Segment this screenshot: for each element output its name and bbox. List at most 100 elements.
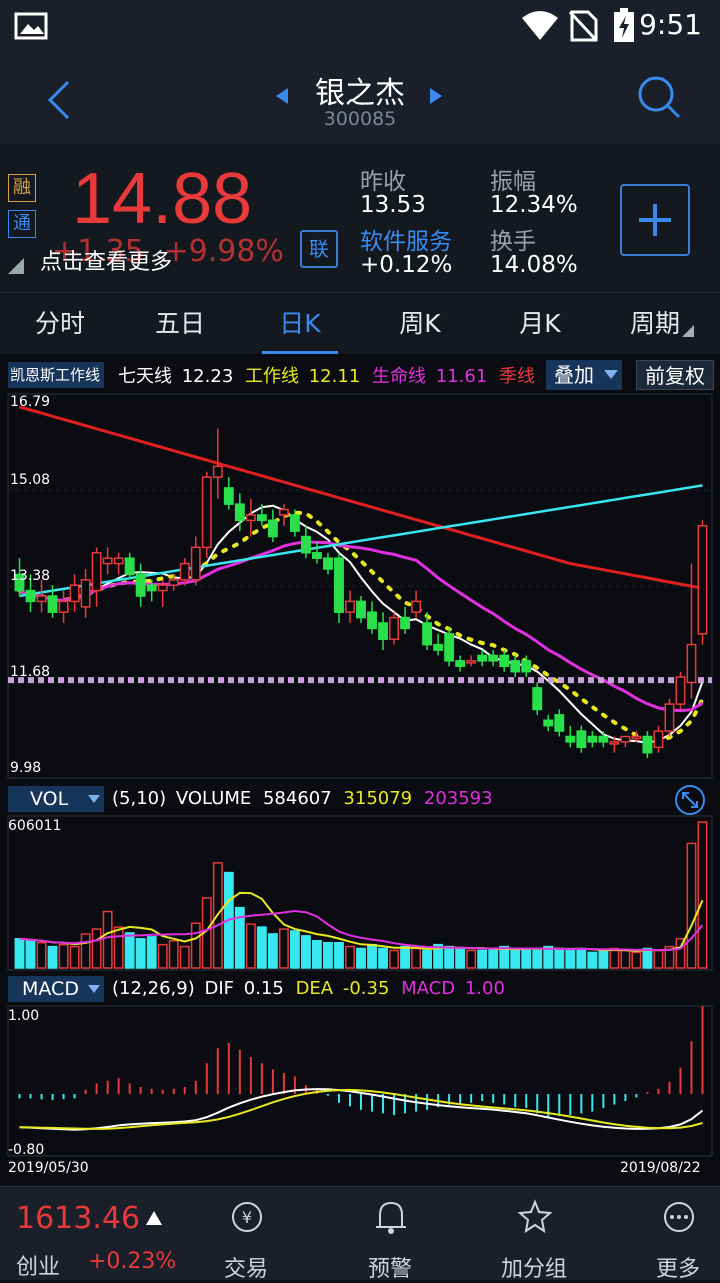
volume-legend: (5,10) VOLUME 584607 315079 203593 [112, 788, 493, 809]
volume-bar [323, 941, 333, 969]
volume-bar [510, 949, 521, 969]
macd-indicator-selector[interactable]: MACD [8, 976, 104, 1002]
expand-icon[interactable] [674, 784, 706, 816]
candle-body [543, 719, 554, 727]
volume-bar [598, 949, 609, 969]
volume-bar [267, 933, 278, 969]
plus-icon [639, 204, 671, 236]
macd-indicator-name: MACD [22, 978, 79, 1000]
price-axis-min: 9.98 [10, 760, 42, 776]
candle-body [477, 654, 488, 662]
volume-bar [620, 949, 631, 969]
candle-body [587, 735, 598, 743]
tab-period[interactable]: 周期 [629, 309, 680, 338]
candle-body [91, 552, 102, 592]
tab-daily-k[interactable]: 日K [279, 309, 321, 338]
vol-label: VOLUME [175, 788, 252, 809]
dea-label: DEA [295, 978, 334, 999]
work-line-label: 工作线 [245, 366, 299, 387]
tab-monthly-k[interactable]: 月K [519, 309, 561, 338]
volume-bar [135, 938, 146, 969]
period-tabs: 分时 五日 日K 周K 月K 周期 [0, 292, 720, 355]
candle-body [466, 660, 477, 664]
amplitude-value: 12.34% [490, 192, 578, 218]
vol-ma5: 315079 [343, 788, 413, 809]
volume-bar [411, 947, 422, 969]
vol-value: 584607 [262, 788, 332, 809]
volume-bar [69, 945, 80, 969]
index-change: +0.23% [88, 1249, 177, 1274]
bell-icon [376, 1201, 406, 1234]
candle-body [664, 703, 675, 732]
candle-body [554, 714, 565, 732]
add-watchlist-button[interactable] [620, 184, 690, 256]
dea-value: -0.35 [342, 978, 390, 999]
candle-body [433, 643, 444, 651]
nav-add-group-label: 加分组 [500, 1257, 567, 1282]
candle-body [58, 600, 69, 613]
macd-dropdown-icon [88, 985, 100, 993]
prev-close-label: 昨收 [360, 169, 406, 195]
volume-bar [334, 941, 344, 969]
indicator-selector[interactable]: 凯恩斯工作线 [8, 362, 104, 388]
restore-rights-button[interactable]: 前复权 [636, 360, 714, 390]
macd-label: MACD [401, 978, 456, 999]
tab-intraday[interactable]: 分时 [34, 309, 85, 338]
candle-body [609, 741, 620, 745]
candle-body [565, 735, 576, 743]
overlay-button[interactable]: 叠加 [546, 360, 622, 390]
linked-button[interactable]: 联 [300, 230, 338, 268]
nav-more[interactable]: 更多 [628, 1187, 720, 1282]
volume-bar [697, 821, 708, 969]
nav-more-label: 更多 [655, 1257, 700, 1282]
prev-stock-icon[interactable] [274, 86, 290, 106]
candle-body [47, 595, 58, 613]
margin-badge: 融 [8, 174, 36, 202]
candle-body [356, 600, 366, 619]
volume-indicator-selector[interactable]: VOL [8, 786, 104, 812]
kline-chart-area[interactable]: 凯恩斯工作线 七天线 12.23 工作线 12.11 生命线 11.61 季线 … [0, 354, 720, 1184]
price-axis-3: 13.38 [10, 568, 51, 584]
back-icon[interactable] [44, 78, 74, 122]
price-axis-max: 16.79 [10, 394, 51, 410]
dif-line [19, 1088, 704, 1131]
nav-trade[interactable]: ¥ 交易 [196, 1187, 296, 1282]
tab-weekly-k[interactable]: 周K [399, 309, 441, 338]
candle-body [113, 557, 124, 565]
dif-label: DIF [204, 978, 235, 999]
volume-bar [80, 933, 91, 969]
volume-bar [124, 932, 135, 969]
battery-charging-icon [614, 8, 634, 42]
macd-axis-max: 1.00 [8, 1008, 40, 1024]
price-axis-2: 15.08 [10, 472, 51, 488]
turnover-label: 换手 [490, 229, 536, 255]
macd-axis-min: -0.80 [8, 1142, 45, 1158]
more-info-tip[interactable]: 点击查看更多 [40, 250, 173, 275]
sector-link[interactable]: 软件服务 [360, 229, 452, 255]
tab-five-day[interactable]: 五日 [154, 309, 205, 338]
index-up-icon [146, 1211, 162, 1225]
life-line-value: 11.61 [435, 366, 488, 387]
volume-bar [234, 906, 245, 969]
index-value[interactable]: 1613.46 [16, 1201, 141, 1236]
nav-add-group[interactable]: 加分组 [484, 1187, 584, 1282]
volume-bar [488, 947, 499, 969]
candle-body [36, 595, 47, 603]
volume-bar [466, 949, 477, 969]
volume-bar [587, 951, 598, 969]
candle-body [190, 546, 201, 581]
candle-body [124, 557, 135, 576]
next-stock-icon[interactable] [428, 86, 444, 106]
candle-body [378, 622, 388, 640]
price-change-value: +1.35 [52, 234, 144, 269]
candle-body [455, 660, 466, 667]
nav-alert[interactable]: 预警 [340, 1187, 440, 1282]
work-line-value: 12.11 [308, 366, 361, 387]
nav-alert-label: 预警 [367, 1257, 412, 1282]
volume-bar [58, 943, 69, 969]
life-line [18, 540, 704, 713]
image-notification-icon [14, 12, 48, 40]
dif-value: 0.15 [243, 978, 284, 999]
turnover-value: 14.08% [490, 252, 578, 278]
search-icon[interactable] [636, 74, 682, 120]
